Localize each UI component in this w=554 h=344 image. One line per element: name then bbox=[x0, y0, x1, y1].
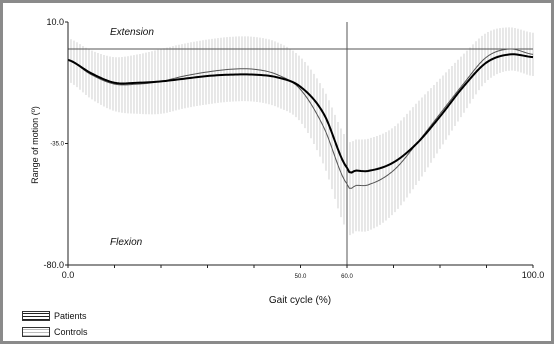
legend-label-controls: Controls bbox=[54, 327, 88, 337]
annotation-flexion: Flexion bbox=[110, 237, 143, 248]
annotation-extension: Extension bbox=[110, 27, 154, 38]
series-line-controls bbox=[67, 48, 534, 189]
y-tick-label: 10.0 bbox=[46, 17, 64, 27]
legend-item-controls: Controls bbox=[22, 324, 88, 340]
legend-swatch-controls bbox=[22, 327, 50, 337]
x-tick-label: 100.0 bbox=[522, 270, 545, 280]
x-tick-label: 0.0 bbox=[62, 270, 75, 280]
y-axis-label: Range of motion (º) bbox=[30, 106, 40, 184]
legend-item-patients: Patients bbox=[22, 308, 88, 324]
series-line-patients bbox=[67, 53, 534, 174]
x-axis-label: Gait cycle (%) bbox=[269, 295, 331, 306]
x-tick-label: 50.0 bbox=[295, 274, 307, 280]
ticks: 0.0 50.0 60.0 100.0 10.0 -35.0 -80.0 bbox=[43, 17, 544, 280]
legend-label-patients: Patients bbox=[54, 311, 87, 321]
x-tick-label: 60.0 bbox=[341, 274, 353, 280]
controls-sd-band bbox=[67, 27, 534, 236]
y-tick-label: -35.0 bbox=[50, 142, 64, 148]
y-tick-label: -80.0 bbox=[43, 260, 64, 270]
legend-swatch-patients bbox=[22, 311, 50, 321]
legend: Patients Controls bbox=[22, 308, 88, 340]
